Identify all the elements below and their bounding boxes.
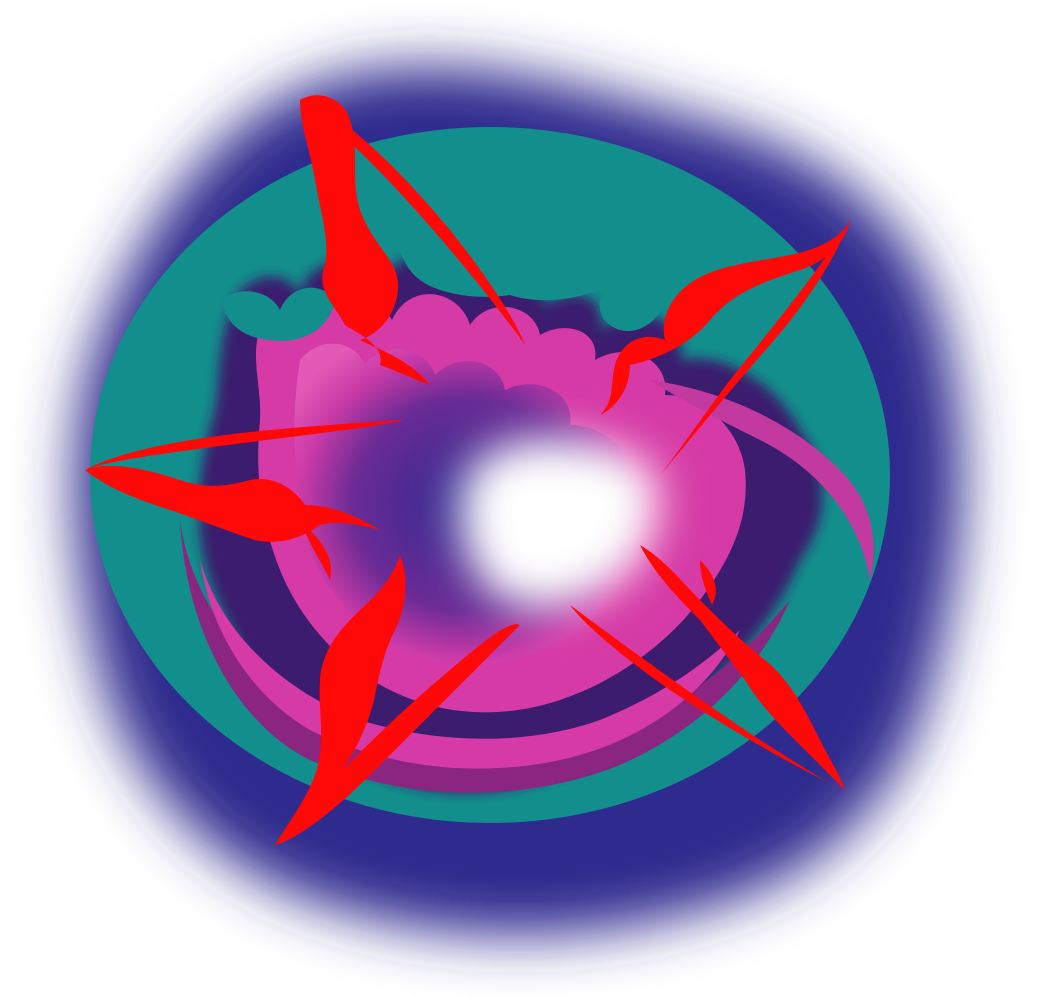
flame-top (300, 95, 525, 385)
flame-top-right (600, 220, 850, 475)
white-core (459, 438, 659, 608)
teal-cloud-puffs (222, 195, 665, 341)
flame-bottom-left (275, 555, 520, 845)
flame-bottom-right (570, 545, 845, 790)
red-flames (85, 95, 850, 845)
flame-left (85, 420, 405, 580)
